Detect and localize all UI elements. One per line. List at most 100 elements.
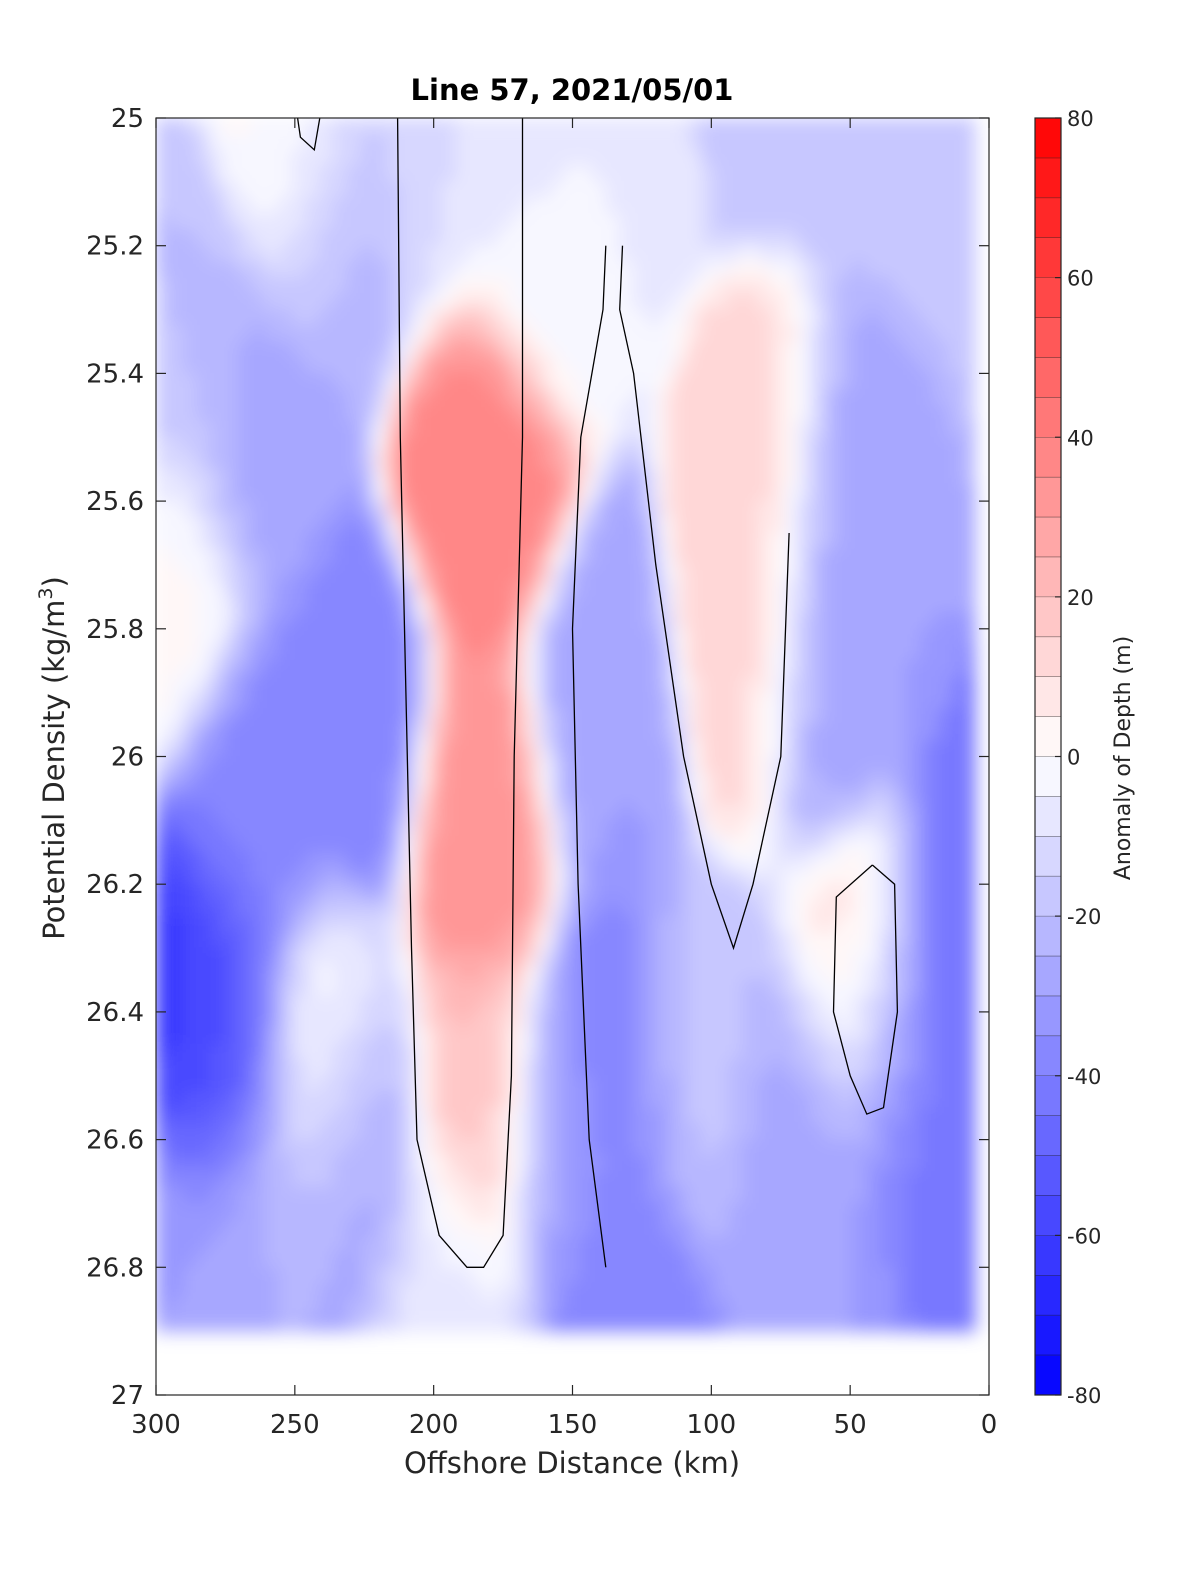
field-cell [592,756,608,773]
field-cell [646,787,662,805]
field-cell [687,468,703,486]
field-cell [660,803,676,821]
field-cell [660,372,676,390]
field-cell [756,931,771,949]
field-cell [537,388,553,406]
field-cell [223,468,239,486]
field-cell [210,979,225,997]
field-cell [251,819,266,837]
field-cell [551,1218,567,1236]
field-cell [196,1282,212,1300]
field-cell [742,1298,758,1316]
field-cell [223,1091,239,1109]
field-cell [565,133,580,151]
field-cell [251,1123,266,1141]
field-cell [196,133,212,151]
field-cell [264,644,280,662]
field-cell [578,1202,594,1220]
field-cell [251,1011,266,1029]
field-cell [960,245,976,263]
field-cell [483,261,498,279]
field-cell [292,564,307,582]
field-cell [769,388,785,406]
field-cell [810,293,826,311]
field-cell [783,931,799,949]
field-cell [865,724,881,742]
field-cell [674,325,689,342]
field-cell [838,979,853,997]
field-cell [824,1075,840,1093]
field-cell [332,819,348,837]
field-cell [947,740,962,757]
field-cell [196,261,212,279]
field-cell [892,1107,908,1125]
field-cell [496,596,512,614]
field-cell [892,1234,908,1252]
field-cell [619,1234,635,1252]
field-cell [496,724,512,742]
field-cell [346,660,362,678]
field-cell [592,1234,608,1252]
colorbar-band [1035,596,1061,637]
field-cell [728,580,744,598]
field-cell [469,484,485,502]
field-cell [865,819,881,837]
field-cell [933,931,949,949]
field-cell [865,947,881,965]
field-cell [510,1282,526,1300]
field-cell [797,165,812,183]
field-cell [838,261,853,279]
field-cell [960,756,976,773]
field-cell [537,708,553,726]
field-cell [783,835,799,853]
field-cell [401,404,416,422]
field-cell [196,356,212,374]
field-cell [960,915,976,933]
field-cell [660,676,676,694]
field-cell [469,356,485,374]
field-cell [920,851,935,869]
field-cell [442,484,457,502]
field-cell [469,532,485,550]
field-cell [292,740,307,757]
field-cell [728,1043,744,1061]
field-cell [537,1091,553,1109]
field-cell [360,452,375,470]
field-cell [264,596,280,614]
field-cell [742,1091,758,1109]
field-cell [455,420,471,438]
field-cell [332,803,348,821]
field-cell [619,660,635,678]
field-cell [892,724,908,742]
field-cell [428,1043,444,1061]
field-cell [715,564,730,582]
field-cell [169,644,184,662]
field-cell [401,899,416,917]
field-cell [742,277,758,295]
field-cell [742,1202,758,1220]
field-cell [797,564,812,582]
field-cell [769,899,785,917]
field-cell [510,580,526,598]
field-cell [210,261,225,279]
field-cell [524,979,539,997]
field-cell [606,1171,621,1188]
field-cell [237,1250,253,1268]
field-cell [619,1314,635,1332]
field-cell [879,118,894,135]
field-cell [292,995,307,1013]
field-cell [728,979,744,997]
field-cell [414,947,430,965]
field-cell [278,1123,294,1141]
field-cell [428,388,444,406]
field-cell [156,756,171,773]
field-cell [783,1282,799,1300]
field-cell [769,1282,785,1300]
field-cell [414,931,430,949]
field-cell [756,1011,771,1029]
field-cell [824,165,840,183]
field-cell [769,724,785,742]
field-cell [674,1186,689,1204]
field-cell [292,1282,307,1300]
field-cell [920,1266,935,1284]
